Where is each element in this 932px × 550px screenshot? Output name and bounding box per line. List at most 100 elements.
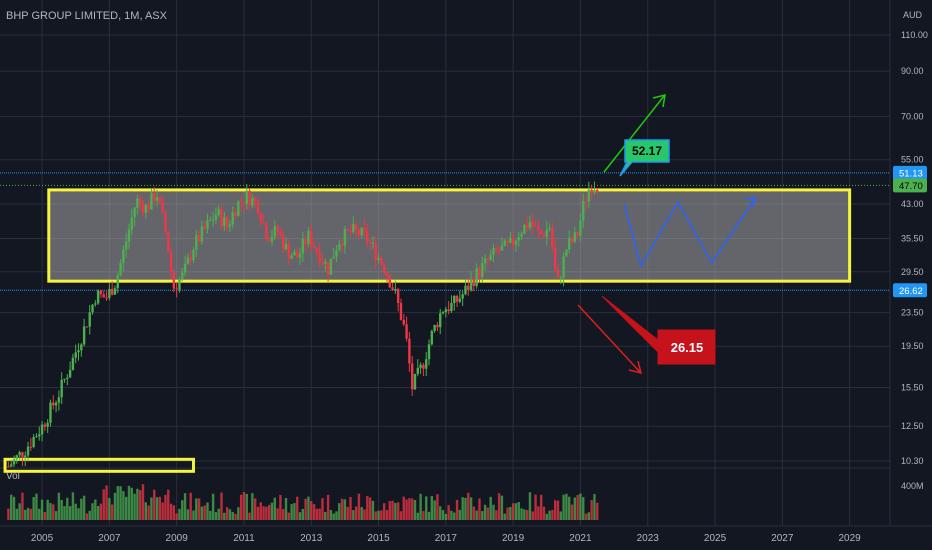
- volume-bar: [439, 506, 442, 520]
- time-tick-label: 2023: [637, 533, 660, 544]
- volume-bar: [110, 504, 114, 520]
- currency-label: AUD: [903, 10, 923, 20]
- volume-bar: [520, 508, 523, 520]
- volume-bar: [287, 512, 291, 520]
- volume-bar: [416, 512, 420, 520]
- time-tick-label: 2013: [300, 533, 323, 544]
- volume-bar: [492, 504, 495, 520]
- volume-bar: [427, 511, 431, 520]
- candle-body: [514, 240, 518, 245]
- volume-bar: [321, 498, 324, 520]
- candle-body: [481, 263, 484, 277]
- candle-body: [85, 326, 89, 328]
- volume-bar: [391, 500, 394, 520]
- candle-body: [71, 357, 75, 370]
- volume-bar: [214, 512, 218, 520]
- candle-body: [402, 319, 405, 325]
- candle-body: [124, 241, 128, 250]
- candle-body: [478, 268, 481, 277]
- candle-body: [68, 369, 72, 378]
- time-axis[interactable]: 2005 2007 2009 2011 2013 2015 2017 2019 2021 2023…: [0, 525, 932, 550]
- volume-bar: [21, 492, 24, 520]
- drawings[interactable]: 52.17 26.15: [577, 93, 757, 375]
- small-rectangle: [3, 457, 195, 473]
- volume-bar: [161, 502, 164, 520]
- volume-bar: [377, 510, 380, 520]
- price-label-bg: [893, 283, 927, 298]
- candle-body: [408, 338, 411, 364]
- volume-bar: [127, 485, 131, 520]
- volume-bar: [276, 508, 279, 520]
- volume-bar: [133, 493, 136, 520]
- price-label-bg: [893, 178, 927, 193]
- volume-bar: [29, 508, 33, 520]
- candle-body: [570, 238, 574, 242]
- volume-bar: [441, 510, 445, 520]
- volume-bar: [253, 498, 257, 520]
- candle-body: [139, 198, 142, 204]
- volume-bar: [343, 499, 347, 520]
- candle-body: [517, 236, 520, 241]
- volume-bar: [399, 511, 403, 520]
- volume-bar: [455, 499, 459, 520]
- candle-body: [231, 212, 234, 225]
- candle-body: [155, 197, 159, 201]
- volume-bar: [422, 511, 425, 520]
- volume-bar: [514, 503, 518, 520]
- candle-body: [413, 373, 417, 390]
- candle-body: [10, 464, 13, 467]
- volume-bar: [192, 510, 195, 520]
- volume-bar: [186, 509, 190, 520]
- candle-body: [338, 244, 341, 251]
- volume-bar: [122, 491, 125, 520]
- candle-body: [354, 224, 358, 230]
- candle-body: [94, 303, 97, 305]
- candle-body: [539, 230, 543, 235]
- candle-body: [464, 285, 467, 295]
- price-axis[interactable]: 110.00 90.00 70.00 55.00 43.00 35.50 29.50 23.5…: [889, 0, 932, 550]
- volume-bar: [74, 503, 77, 520]
- symbol-title[interactable]: BHP GROUP LIMITED, 1M, ASX: [6, 10, 167, 22]
- candle-body: [380, 257, 383, 265]
- green-arrowhead: [652, 93, 666, 108]
- candle-body: [18, 452, 21, 456]
- candles: [7, 181, 599, 468]
- price-tick-label: 19.50: [901, 341, 924, 351]
- range-box[interactable]: [3, 188, 852, 473]
- price-tick-label: 29.50: [901, 267, 924, 277]
- volume-bar: [259, 502, 262, 520]
- candle-body: [253, 197, 257, 201]
- candle-body: [279, 231, 282, 235]
- volume-bar: [500, 495, 504, 520]
- candle-body: [382, 264, 386, 273]
- volume-bar: [270, 502, 274, 520]
- volume-bar: [539, 494, 543, 520]
- candle-body: [534, 225, 537, 227]
- volume-bar: [318, 508, 321, 520]
- candle-body: [276, 226, 279, 232]
- candle-body: [192, 249, 195, 261]
- volume-bar: [548, 510, 551, 520]
- candle-body: [321, 262, 324, 264]
- candle-body: [133, 207, 136, 218]
- candle-body: [270, 236, 274, 242]
- candle-body: [450, 303, 453, 312]
- candle-body: [430, 331, 434, 345]
- volume-bar: [503, 513, 506, 520]
- candle-body: [391, 287, 394, 291]
- volume-bar: [88, 510, 91, 520]
- candle-body: [318, 251, 321, 263]
- volume-bar: [167, 489, 170, 520]
- volume-bar: [495, 510, 498, 520]
- volume-bar: [150, 497, 153, 520]
- volume-bar: [203, 505, 206, 520]
- volume-bar: [346, 506, 349, 520]
- volume-bar: [265, 506, 268, 520]
- price-tick-label: 55.00: [901, 155, 924, 165]
- volume-bar: [209, 510, 212, 520]
- volume-bar: [528, 492, 532, 520]
- volume-bar: [363, 509, 366, 520]
- volume-bar: [144, 502, 148, 520]
- volume-bar: [155, 497, 159, 520]
